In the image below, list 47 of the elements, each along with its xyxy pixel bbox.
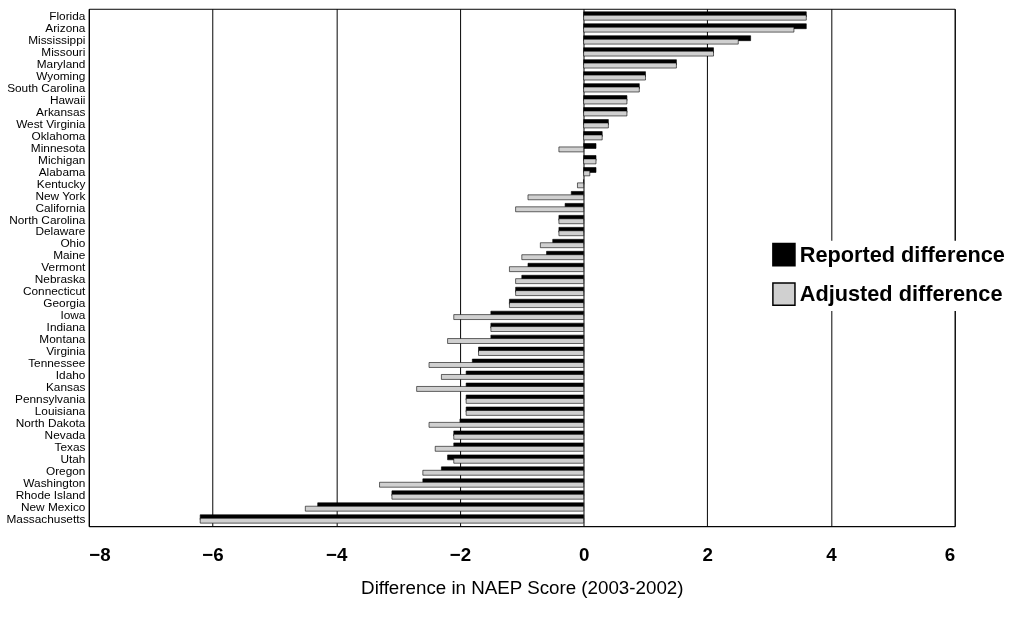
y-tick-label: Hawaii — [49, 92, 86, 107]
x-tick-label: 0 — [578, 544, 590, 566]
y-tick-label: Vermont — [41, 260, 87, 275]
y-tick-label: Delaware — [35, 224, 86, 239]
y-tick-label: Montana — [39, 332, 86, 347]
x-tick-label: 4 — [826, 544, 838, 566]
y-tick-label: Kansas — [45, 380, 86, 395]
y-tick-label: North Carolina — [9, 212, 86, 227]
y-tick-label: Louisiana — [34, 404, 86, 419]
y-tick-label: Nevada — [44, 428, 86, 443]
y-tick-label: West Virginia — [16, 116, 86, 131]
y-tick-label: Iowa — [60, 308, 86, 323]
y-tick-label: Indiana — [46, 320, 86, 335]
y-tick-label: Texas — [54, 440, 86, 455]
x-tick-label: −6 — [202, 544, 224, 566]
y-tick-label: Maine — [53, 248, 86, 263]
y-tick-label: Alabama — [38, 164, 86, 179]
legend-label: Adjusted difference — [799, 281, 1003, 307]
y-tick-label: Virginia — [46, 344, 86, 359]
y-tick-label: Georgia — [43, 296, 86, 311]
x-tick-label: 2 — [702, 544, 714, 566]
y-tick-label: Minnesota — [30, 140, 86, 155]
y-tick-label: Massachusetts — [6, 511, 86, 526]
x-tick-label: −4 — [326, 544, 348, 566]
y-tick-label: New Mexico — [20, 499, 86, 514]
x-tick-label: 6 — [944, 544, 956, 566]
y-tick-label: Michigan — [38, 152, 86, 167]
x-tick-label: −8 — [89, 544, 111, 566]
y-tick-label: Idaho — [55, 368, 86, 383]
y-tick-label: Florida — [49, 8, 86, 23]
y-tick-label: Oklahoma — [31, 128, 86, 143]
y-tick-label: Arizona — [45, 20, 86, 35]
y-tick-label: North Dakota — [15, 416, 86, 431]
y-tick-label: Connecticut — [22, 284, 87, 299]
y-tick-label: Kentucky — [36, 176, 86, 191]
legend-label: Reported difference — [799, 241, 1005, 267]
x-axis-title: Difference in NAEP Score (2003-2002) — [361, 576, 684, 598]
y-tick-label: Ohio — [60, 236, 86, 251]
y-tick-label: Nebraska — [34, 272, 86, 287]
y-tick-label: New York — [35, 188, 86, 203]
y-tick-label: Tennessee — [28, 356, 86, 371]
y-tick-label: California — [35, 200, 86, 215]
y-tick-label: Maryland — [36, 56, 86, 71]
x-tick-label: −2 — [449, 544, 472, 566]
y-tick-label: Mississippi — [28, 32, 86, 47]
y-tick-label: Pennsylvania — [15, 392, 86, 407]
y-tick-label: Arkansas — [36, 104, 86, 119]
